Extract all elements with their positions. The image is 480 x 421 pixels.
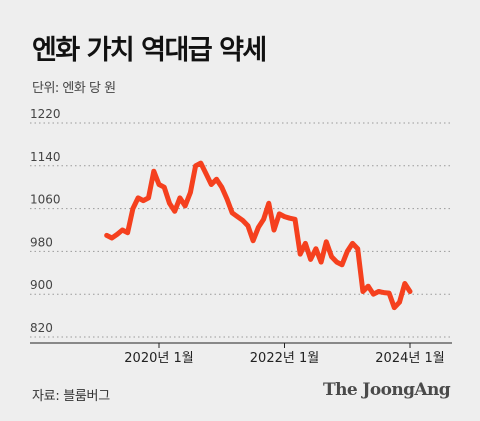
data-point [120, 227, 125, 233]
source-label: 자료: 블룸버그 [32, 389, 110, 404]
data-point [146, 195, 151, 201]
data-point [114, 232, 120, 237]
data-point [381, 290, 387, 295]
data-point [219, 185, 224, 190]
y-tick-label: 1220 [30, 107, 61, 121]
data-point [355, 246, 360, 251]
x-tick-label: 2022년 1월 [250, 351, 319, 366]
data-point [135, 195, 141, 201]
unit-label: 단위: 엔화 당 원 [32, 81, 116, 96]
data-point [172, 209, 177, 214]
data-point [141, 198, 146, 203]
data-point [188, 190, 193, 195]
data-point [125, 230, 130, 235]
data-point [402, 281, 407, 286]
data-point [324, 239, 329, 244]
y-tick-label: 1140 [30, 150, 61, 164]
data-point [266, 201, 272, 206]
data-point [261, 217, 266, 222]
data-point [182, 203, 188, 209]
data-point [297, 251, 303, 257]
y-tick-label: 820 [30, 321, 53, 335]
data-point [235, 214, 240, 219]
data-point [240, 218, 245, 223]
x-tick-label: 2024년 1월 [375, 351, 444, 366]
data-point [167, 201, 172, 206]
y-tick-label: 1060 [30, 193, 61, 207]
data-point [287, 216, 292, 221]
brand-logo: The JoongAng [323, 380, 451, 400]
y-tick-label: 900 [30, 278, 53, 292]
data-point [282, 214, 287, 219]
data-point [177, 195, 183, 201]
data-point [371, 292, 376, 297]
data-point [365, 283, 371, 289]
data-point [407, 289, 413, 294]
data-point [224, 196, 230, 202]
data-point [303, 241, 308, 246]
data-point [104, 233, 109, 238]
data-point [130, 206, 136, 211]
data-point [156, 182, 162, 187]
data-point [209, 182, 214, 187]
data-point [256, 225, 261, 230]
data-point [360, 289, 366, 294]
data-point [392, 305, 397, 310]
data-point [245, 223, 251, 228]
data-point [386, 290, 392, 296]
y-tick-label: 980 [30, 235, 53, 249]
data-point [277, 211, 282, 217]
page-title: 엔화 가치 역대급 약세 [32, 35, 267, 66]
data-point [313, 246, 319, 251]
data-point [334, 259, 339, 265]
data-point [376, 289, 381, 294]
data-point [345, 249, 350, 254]
data-point [271, 227, 277, 233]
x-tick-label: 2020년 1월 [124, 351, 193, 366]
data-point [292, 217, 298, 222]
data-point [318, 259, 324, 265]
data-point [329, 254, 334, 259]
data-point [109, 235, 115, 241]
data-point [339, 262, 345, 267]
data-point [203, 171, 209, 177]
data-point [397, 300, 402, 305]
data-point [162, 185, 167, 190]
data-point [151, 168, 156, 174]
data-point [214, 176, 219, 182]
data-point [350, 241, 355, 246]
data-point [193, 163, 198, 168]
series-line [104, 160, 413, 311]
data-point [250, 238, 256, 243]
data-point [230, 210, 235, 216]
data-point [198, 160, 204, 166]
data-point [308, 257, 313, 262]
